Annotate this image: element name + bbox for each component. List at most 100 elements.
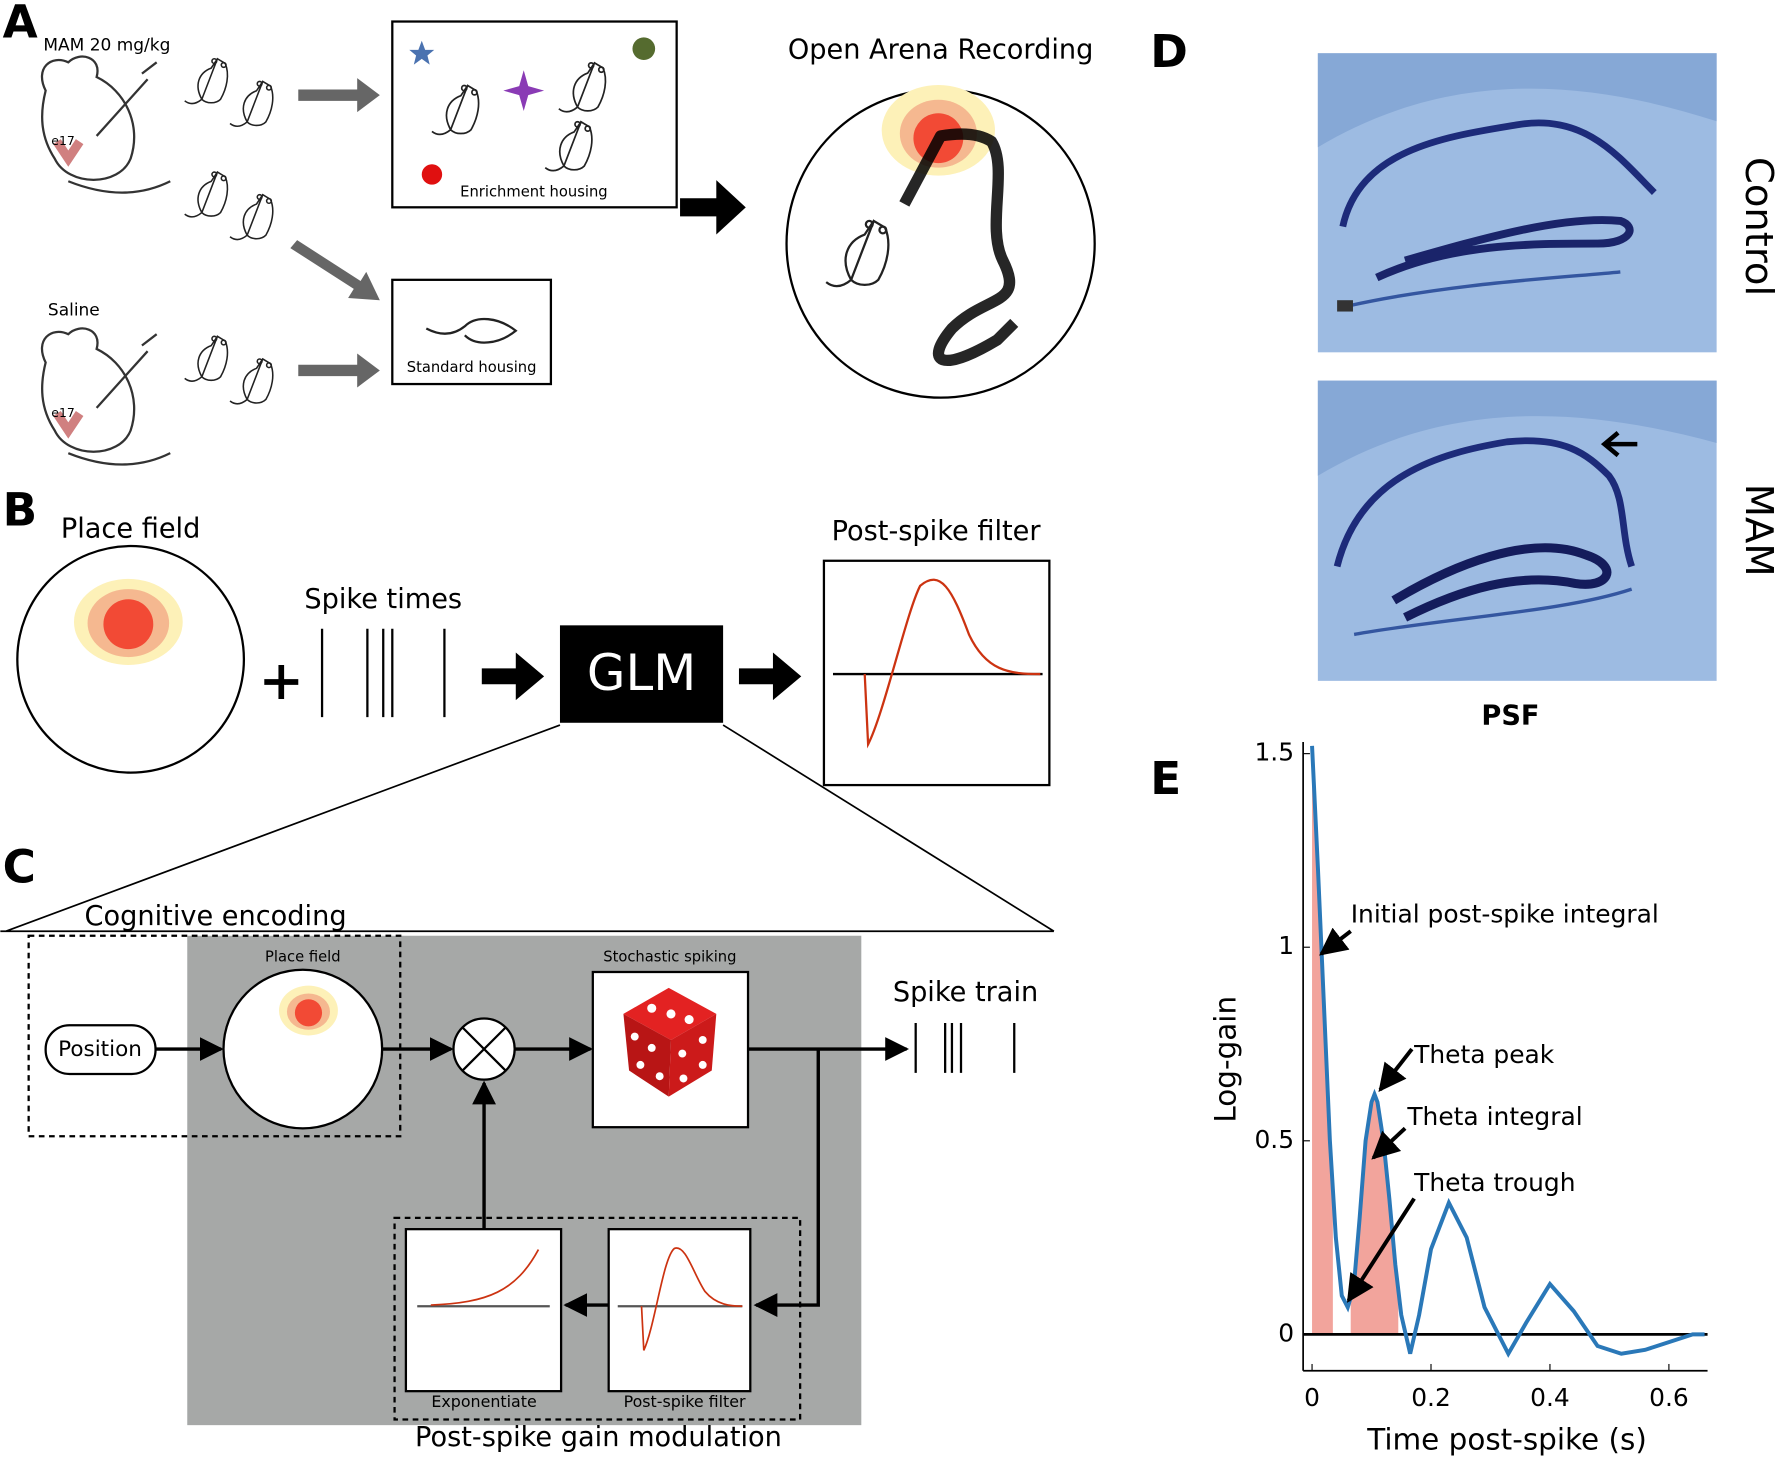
dice	[678, 1049, 687, 1058]
arrow	[1600, 431, 1638, 458]
rats	[183, 335, 229, 382]
panel-b: B Place field Spike times GLM Post-spike…	[0, 484, 1055, 933]
histology-image	[1348, 270, 1621, 308]
histology-image	[1391, 543, 1612, 622]
icon	[503, 70, 545, 112]
rats	[183, 57, 229, 105]
place-field	[103, 599, 154, 650]
enrichment-box	[391, 20, 678, 209]
arrows	[298, 353, 380, 388]
rats	[183, 171, 229, 218]
histology-image	[1317, 380, 1717, 681]
annotation-arrow	[1378, 1047, 1414, 1093]
annotation-arrow	[1319, 927, 1352, 956]
annotation: Theta trough	[1413, 1168, 1575, 1197]
dashed-box	[27, 934, 402, 1138]
dice	[698, 1036, 707, 1044]
histology-image	[1339, 119, 1657, 228]
x-axis-label: Time post-spike (s)	[1366, 1423, 1647, 1457]
rats	[431, 62, 607, 172]
curve	[430, 1249, 540, 1306]
dashed-box	[393, 1216, 802, 1421]
spikes	[320, 628, 446, 718]
pregnant-mouse	[67, 180, 171, 194]
dice	[630, 1032, 639, 1041]
rats	[229, 358, 274, 405]
chart-title: PSF	[1481, 701, 1539, 732]
y-tick-label: 1	[1278, 931, 1294, 960]
pregnant-mouse	[40, 327, 136, 453]
dice	[655, 1072, 664, 1081]
rats	[557, 62, 607, 113]
label: Stochastic spiking	[603, 948, 736, 965]
pregnant-mouse	[95, 333, 158, 409]
annotation: Initial post-spike integral	[1351, 899, 1659, 928]
x-tick-label: 0.2	[1411, 1383, 1451, 1412]
label: Post-spike filter	[624, 1392, 746, 1411]
panel-label: B	[3, 484, 38, 537]
rats	[431, 84, 480, 136]
label: MAM	[1736, 484, 1777, 577]
pregnant-mouse	[53, 139, 84, 167]
dice	[698, 1060, 707, 1069]
rats	[544, 120, 593, 172]
dice	[679, 1074, 688, 1083]
curve	[640, 1247, 743, 1351]
label: Control	[1736, 157, 1777, 296]
dice	[636, 1060, 645, 1069]
label: Cognitive encoding	[85, 901, 347, 932]
pregnant-mouse	[40, 55, 171, 194]
label: Standard housing	[407, 359, 537, 376]
label: Enrichment housing	[460, 184, 607, 201]
panel-label: C	[3, 841, 36, 894]
panel-c: C Cognitive encoding Position Place fiel…	[3, 841, 1039, 1454]
label: Spike train	[893, 977, 1038, 1008]
arrows	[680, 180, 746, 235]
label: e17	[51, 405, 75, 420]
annotation: Theta integral	[1406, 1102, 1582, 1131]
dice	[684, 1015, 694, 1025]
curve	[863, 578, 1041, 749]
plus	[264, 664, 299, 699]
arrows	[290, 78, 746, 388]
panel-e: E PSF Log-gain Time post-spike (s) Initi…	[1150, 701, 1708, 1457]
histology-image	[1375, 216, 1634, 282]
rats	[229, 80, 274, 128]
y-tick-label: 0	[1278, 1318, 1294, 1347]
label: Place field	[61, 514, 201, 545]
rats	[183, 57, 274, 405]
panel-d: D Control MAM	[1150, 25, 1777, 681]
panel-a: A MAM 20 mg/kg e17 Saline e17 Enrichment…	[3, 0, 1096, 466]
label: e17	[51, 133, 75, 148]
spikes	[914, 1022, 1016, 1073]
label: Place field	[265, 948, 341, 965]
panel-label: A	[3, 0, 38, 48]
pregnant-mouse	[40, 55, 136, 181]
histology-image	[1317, 53, 1717, 353]
annotation-arrow	[1346, 1197, 1416, 1303]
label: Spike times	[304, 584, 462, 615]
label: Post-spike filter	[832, 516, 1042, 547]
histology-image	[1337, 300, 1353, 312]
histology-image	[1317, 53, 1717, 148]
rats	[229, 193, 274, 241]
histology-image	[1333, 437, 1635, 568]
glm-box	[559, 625, 724, 723]
annotation: Theta peak	[1413, 1040, 1555, 1069]
label: Saline	[48, 300, 100, 320]
flow-arrows	[155, 1037, 910, 1317]
dice	[647, 1003, 657, 1013]
pregnant-mouse	[53, 410, 84, 439]
psf-box	[607, 1228, 752, 1393]
y-tick-label: 1.5	[1254, 738, 1294, 767]
line-series	[1310, 745, 1705, 1358]
pregnant-mouse	[67, 452, 171, 466]
place-field	[294, 999, 323, 1027]
pregnant-mouse	[95, 61, 158, 137]
dice	[666, 1009, 676, 1019]
icon	[421, 164, 443, 185]
histology-image	[1317, 380, 1717, 476]
dice	[623, 987, 717, 1097]
x-tick-label: 0	[1304, 1383, 1320, 1412]
